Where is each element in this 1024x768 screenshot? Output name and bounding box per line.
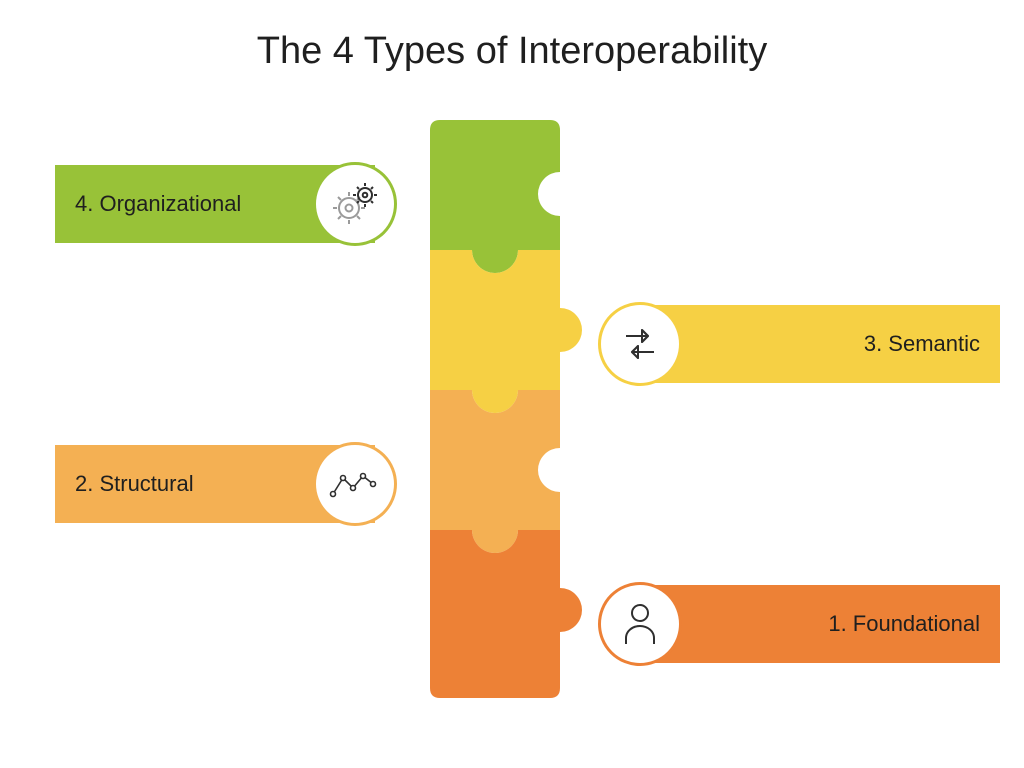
arrows-icon [614, 318, 666, 370]
badge-semantic [598, 302, 682, 386]
gears-icon [329, 178, 381, 230]
label-text-semantic: 3. Semantic [864, 331, 980, 357]
chart-icon [327, 464, 383, 504]
label-text-structural: 2. Structural [75, 471, 194, 497]
page-title: The 4 Types of Interoperability [0, 30, 1024, 73]
label-bar-foundational: 1. Foundational [640, 585, 1000, 663]
puzzle-piece-1 [400, 528, 600, 708]
infographic-stage: The 4 Types of Interoperability 4. Organ… [0, 0, 1024, 768]
label-bar-semantic: 3. Semantic [640, 305, 1000, 383]
label-text-foundational: 1. Foundational [828, 611, 980, 637]
badge-structural [313, 442, 397, 526]
badge-organizational [313, 162, 397, 246]
badge-foundational [598, 582, 682, 666]
label-text-organizational: 4. Organizational [75, 191, 241, 217]
person-icon [618, 600, 662, 648]
